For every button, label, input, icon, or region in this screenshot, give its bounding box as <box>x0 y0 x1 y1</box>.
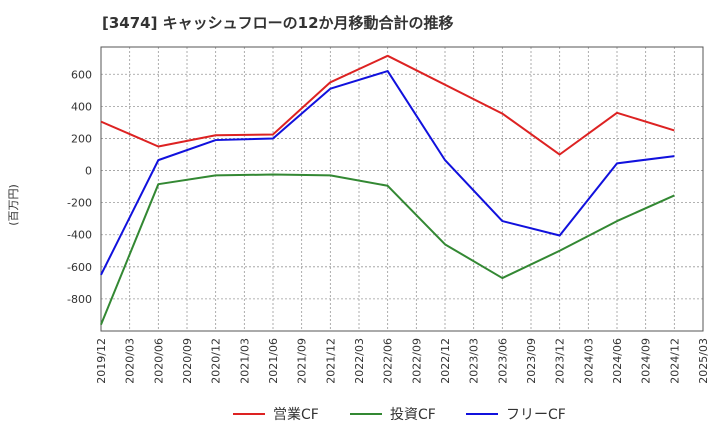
x-tick-label: 2024/06 <box>611 338 624 384</box>
series-line-2 <box>100 173 675 325</box>
y-tick-label: -600 <box>67 261 92 274</box>
x-tick-label: 2021/03 <box>238 338 251 384</box>
y-tick-label: 400 <box>71 100 92 113</box>
x-tick-label: 2020/09 <box>181 338 194 384</box>
series-layer <box>100 54 675 325</box>
legend-label: フリーCF <box>506 407 566 423</box>
y-tick-label: -800 <box>67 293 92 306</box>
y-tick-label: -400 <box>67 229 92 242</box>
x-tick-label: 2025/03 <box>697 338 710 384</box>
x-tick-label: 2023/12 <box>554 338 567 384</box>
x-tick-label: 2021/09 <box>296 338 309 384</box>
y-tick-label: 600 <box>71 68 92 81</box>
x-tick-label: 2022/06 <box>382 338 395 384</box>
y-tick-label: 200 <box>71 132 92 145</box>
grid-layer <box>100 47 704 331</box>
series-line-3 <box>100 70 675 276</box>
x-tick-label: 2020/06 <box>152 338 165 384</box>
series-line-1 <box>100 54 675 156</box>
chart-title: [3474] キャッシュフローの12か月移動合計の推移 <box>102 14 454 32</box>
x-tick-label: 2022/12 <box>439 338 452 384</box>
axis-layer: 600 400 200 0 -200 -400 -600 -800 2019/12 2020/03… <box>67 46 710 384</box>
x-tick-label: 2019/12 <box>95 338 108 384</box>
legend-label: 営業CF <box>273 407 319 423</box>
x-tick-label: 2023/03 <box>468 338 481 384</box>
x-tick-label: 2022/03 <box>353 338 366 384</box>
x-tick-label: 2024/09 <box>640 338 653 384</box>
x-tick-label: 2023/09 <box>525 338 538 384</box>
x-tick-label: 2022/09 <box>410 338 423 384</box>
legend-label: 投資CF <box>390 407 436 423</box>
x-tick-label: 2023/06 <box>496 338 509 384</box>
y-axis-label: (百万円) <box>7 184 20 226</box>
x-tick-label: 2020/03 <box>124 338 137 384</box>
x-tick-label: 2021/06 <box>267 338 280 384</box>
legend: 営業CF 投資CF フリーCF <box>233 407 566 423</box>
x-tick-label: 2021/12 <box>324 338 337 384</box>
x-tick-label: 2020/12 <box>210 338 223 384</box>
plot-frame <box>100 46 704 332</box>
y-tick-label: 0 <box>85 165 92 178</box>
y-tick-label: -200 <box>67 197 92 210</box>
x-tick-label: 2024/03 <box>582 338 595 384</box>
x-tick-label: 2024/12 <box>668 338 681 384</box>
